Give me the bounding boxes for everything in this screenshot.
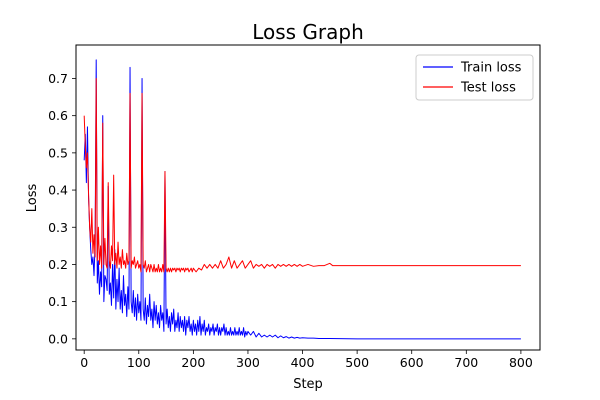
x-axis-label: Step xyxy=(293,377,323,392)
chart-title: Loss Graph xyxy=(252,20,364,44)
y-tick-label: 0.1 xyxy=(48,294,68,309)
x-tick-label: 300 xyxy=(236,355,260,370)
x-tick-label: 800 xyxy=(509,355,533,370)
y-tick-label: 0.7 xyxy=(48,71,68,86)
x-axis-ticks: 0 100 200 300 400 500 600 700 800 xyxy=(80,350,533,370)
x-tick-label: 0 xyxy=(80,355,88,370)
y-tick-label: 0.6 xyxy=(48,108,68,123)
legend-box xyxy=(415,54,534,101)
y-tick-label: 0.5 xyxy=(48,145,68,160)
y-tick-label: 0.3 xyxy=(48,220,68,235)
legend-label-test: Test loss xyxy=(460,81,516,96)
plot-lines xyxy=(83,59,521,340)
y-tick-label: 0.4 xyxy=(48,183,68,198)
y-axis-ticks: 0.0 0.1 0.2 0.3 0.4 0.5 0.6 0.7 xyxy=(48,71,76,346)
x-tick-label: 100 xyxy=(127,355,151,370)
x-tick-label: 500 xyxy=(345,355,369,370)
y-tick-label: 0.2 xyxy=(48,257,68,272)
y-tick-label: 0.0 xyxy=(48,331,68,346)
legend-label-train: Train loss xyxy=(460,61,522,76)
x-tick-label: 700 xyxy=(454,355,478,370)
y-axis-label: Loss xyxy=(25,184,40,213)
watermark: 知乎 @hellonlp xyxy=(465,365,574,383)
series-line-train-loss xyxy=(83,59,521,340)
plot-frame xyxy=(75,44,541,351)
x-tick-label: 200 xyxy=(181,355,205,370)
series-line-test-loss xyxy=(83,77,521,273)
x-tick-label: 600 xyxy=(400,355,424,370)
legend: Train loss Test loss xyxy=(415,54,534,101)
x-tick-label: 400 xyxy=(291,355,315,370)
